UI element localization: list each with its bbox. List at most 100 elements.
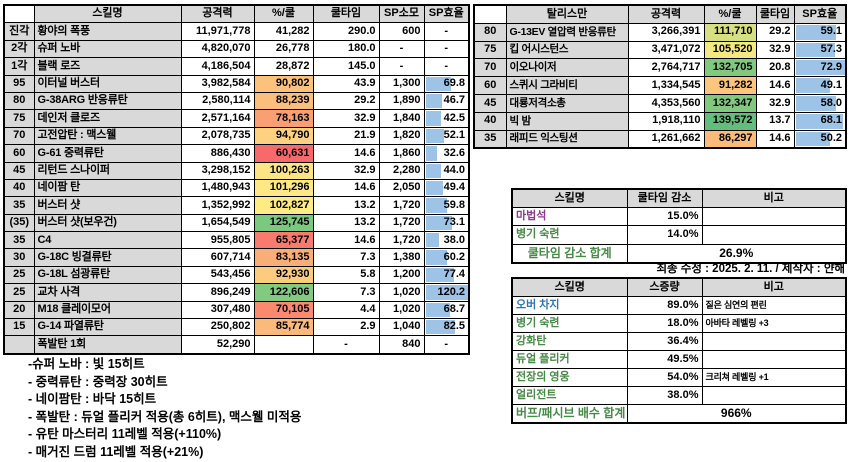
column-header[interactable]: 스킬명: [511, 188, 628, 209]
cooldown-cell[interactable]: 14.6: [312, 144, 380, 163]
attack-cell[interactable]: 3,266,391: [627, 22, 705, 42]
pct-per-cool-cell[interactable]: 88,239: [253, 91, 314, 111]
attack-cell[interactable]: 2,571,164: [180, 109, 255, 128]
cooldown-cell[interactable]: 29.2: [312, 91, 380, 111]
column-header[interactable]: 공격력: [627, 4, 705, 24]
buff-name-cell[interactable]: 전장의 영웅: [511, 368, 628, 387]
sp-efficiency-cell[interactable]: 82.5: [423, 318, 470, 337]
sp-efficiency-cell[interactable]: 32.6: [423, 144, 470, 163]
attack-cell[interactable]: 543,456: [180, 265, 255, 285]
attack-cell[interactable]: 4,353,560: [627, 93, 705, 113]
buff-name-cell[interactable]: 얼리전트: [511, 386, 628, 405]
sp-efficiency-cell[interactable]: 77.4: [423, 265, 470, 285]
skill-name-cell[interactable]: G-18L 섬광류탄: [33, 265, 182, 285]
level-cell[interactable]: 25: [3, 283, 35, 302]
level-cell[interactable]: 30: [3, 248, 35, 267]
talisman-name-cell[interactable]: G-13EV 열압력 반응류탄: [505, 22, 629, 42]
remark-cell[interactable]: 짙은 심연의 편린: [701, 296, 847, 315]
level-cell[interactable]: 진각: [3, 22, 35, 41]
pct-per-cool-cell[interactable]: 122,606: [253, 283, 314, 302]
column-header[interactable]: SP효율: [793, 4, 847, 24]
sp-cost-cell[interactable]: 1,820: [378, 126, 425, 146]
level-cell[interactable]: 45: [3, 161, 35, 180]
sp-cost-cell[interactable]: 1,020: [378, 300, 425, 320]
skill-name-cell[interactable]: G-61 중력류탄: [33, 144, 182, 163]
skill-name-cell[interactable]: G-18C 빙결류탄: [33, 248, 182, 267]
attack-cell[interactable]: 955,805: [180, 231, 255, 250]
pct-per-cool-cell[interactable]: 78,163: [253, 109, 314, 128]
skill-name-cell[interactable]: 버스터 샷(보우건): [33, 213, 182, 233]
pct-per-cool-cell[interactable]: [253, 335, 314, 355]
sp-cost-cell[interactable]: 1,020: [378, 283, 425, 302]
pct-per-cool-cell[interactable]: 100,263: [253, 161, 314, 180]
buff-name-cell[interactable]: 오버 차지: [511, 296, 628, 315]
sp-cost-cell[interactable]: 2,280: [378, 161, 425, 180]
column-header[interactable]: 쿨타임: [755, 4, 795, 24]
attack-cell[interactable]: 896,249: [180, 283, 255, 302]
sp-efficiency-cell[interactable]: 59.8: [423, 196, 470, 215]
attack-cell[interactable]: 3,298,152: [180, 161, 255, 180]
pct-per-cool-cell[interactable]: 28,872: [253, 57, 314, 76]
pct-per-cool-cell[interactable]: 94,790: [253, 126, 314, 146]
pct-per-cool-cell[interactable]: 65,377: [253, 231, 314, 250]
skill-name-cell[interactable]: 이터널 버스터: [33, 74, 182, 93]
pct-per-cool-cell[interactable]: 26,778: [253, 39, 314, 59]
cooldown-cell[interactable]: 145.0: [312, 57, 380, 76]
cooldown-cell[interactable]: 14.6: [312, 178, 380, 198]
cooldown-cell[interactable]: 7.3: [312, 248, 380, 267]
cooldown-cell[interactable]: 20.8: [755, 58, 795, 78]
sp-efficiency-cell[interactable]: 46.7: [423, 91, 470, 111]
attack-cell[interactable]: 2,580,114: [180, 91, 255, 111]
column-header[interactable]: 쿨타임 감소: [626, 188, 703, 209]
pct-per-cool-cell[interactable]: 132,347: [703, 93, 757, 113]
pct-per-cool-cell[interactable]: 125,745: [253, 213, 314, 233]
level-cell[interactable]: 1각: [3, 57, 35, 76]
level-cell[interactable]: 2각: [3, 39, 35, 59]
skill-name-cell[interactable]: 버스터 샷: [33, 196, 182, 215]
attack-cell[interactable]: 2,078,735: [180, 126, 255, 146]
pct-per-cool-cell[interactable]: 92,930: [253, 265, 314, 285]
cooldown-cell[interactable]: 21.9: [312, 126, 380, 146]
cooldown-cell[interactable]: 2.9: [312, 318, 380, 337]
sp-cost-cell[interactable]: 1,840: [378, 109, 425, 128]
attack-cell[interactable]: 1,261,662: [627, 129, 705, 149]
buff-value-cell[interactable]: 14.0%: [626, 225, 703, 245]
attack-cell[interactable]: 1,918,110: [627, 111, 705, 131]
buff-value-cell[interactable]: 18.0%: [626, 314, 703, 333]
column-header[interactable]: 공격력: [180, 4, 255, 24]
pct-per-cool-cell[interactable]: 86,297: [703, 129, 757, 149]
level-cell[interactable]: 60: [3, 144, 35, 163]
skill-name-cell[interactable]: M18 클레이모어: [33, 300, 182, 320]
attack-cell[interactable]: 11,971,778: [180, 22, 255, 41]
sp-efficiency-cell[interactable]: 44.0: [423, 161, 470, 180]
attack-cell[interactable]: 607,714: [180, 248, 255, 267]
level-cell[interactable]: 95: [3, 74, 35, 93]
pct-per-cool-cell[interactable]: 91,282: [703, 76, 757, 95]
buff-value-cell[interactable]: 15.0%: [626, 207, 703, 227]
sp-efficiency-cell[interactable]: 120.2: [423, 283, 470, 302]
pct-per-cool-cell[interactable]: 90,802: [253, 74, 314, 93]
sp-efficiency-cell[interactable]: -: [423, 39, 470, 59]
cooldown-cell[interactable]: 14.6: [755, 76, 795, 95]
column-header[interactable]: [3, 4, 35, 24]
sp-cost-cell[interactable]: -: [378, 39, 425, 59]
column-header[interactable]: 쿨타임: [312, 4, 380, 24]
buff-name-cell[interactable]: 병기 숙련: [511, 225, 628, 245]
remark-cell[interactable]: 크리쳐 레벨링 +1: [701, 368, 847, 387]
sp-cost-cell[interactable]: 1,860: [378, 144, 425, 163]
attack-cell[interactable]: 307,480: [180, 300, 255, 320]
cooldown-cell[interactable]: 43.9: [312, 74, 380, 93]
level-cell[interactable]: 25: [3, 265, 35, 285]
buff-value-cell[interactable]: 54.0%: [626, 368, 703, 387]
total-value-cell[interactable]: 966%: [626, 404, 847, 424]
sp-cost-cell[interactable]: 2,050: [378, 178, 425, 198]
cooldown-cell[interactable]: 14.6: [312, 231, 380, 250]
attack-cell[interactable]: 4,820,070: [180, 39, 255, 59]
column-header[interactable]: 비고: [701, 277, 847, 297]
skill-name-cell[interactable]: 교차 사격: [33, 283, 182, 302]
remark-cell[interactable]: [701, 350, 847, 369]
sp-efficiency-cell[interactable]: -: [423, 57, 470, 76]
sp-cost-cell[interactable]: -: [378, 57, 425, 76]
remark-cell[interactable]: [701, 207, 847, 227]
sp-efficiency-cell[interactable]: 58.0: [793, 93, 847, 113]
